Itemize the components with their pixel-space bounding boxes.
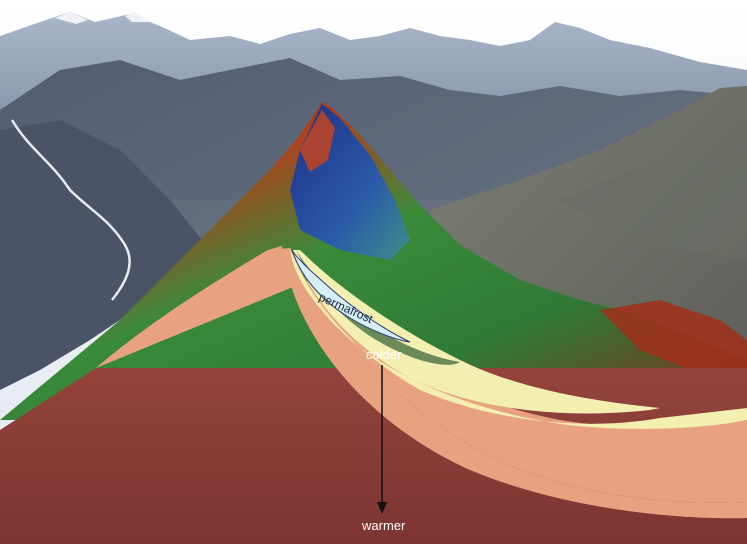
snow-caps (55, 12, 150, 24)
permafrost-lens (291, 249, 411, 343)
left-valley (0, 120, 210, 390)
river (10, 119, 131, 301)
warmer-label: warmer (361, 518, 406, 533)
temperature-gradient-arrowhead (377, 502, 387, 514)
ridge-thermal-overlay (0, 102, 747, 420)
colder-label: colder (366, 347, 402, 362)
right-warm-patch (600, 300, 747, 380)
right-slope-shadow (560, 150, 747, 260)
summit-warm-patch (300, 110, 335, 172)
